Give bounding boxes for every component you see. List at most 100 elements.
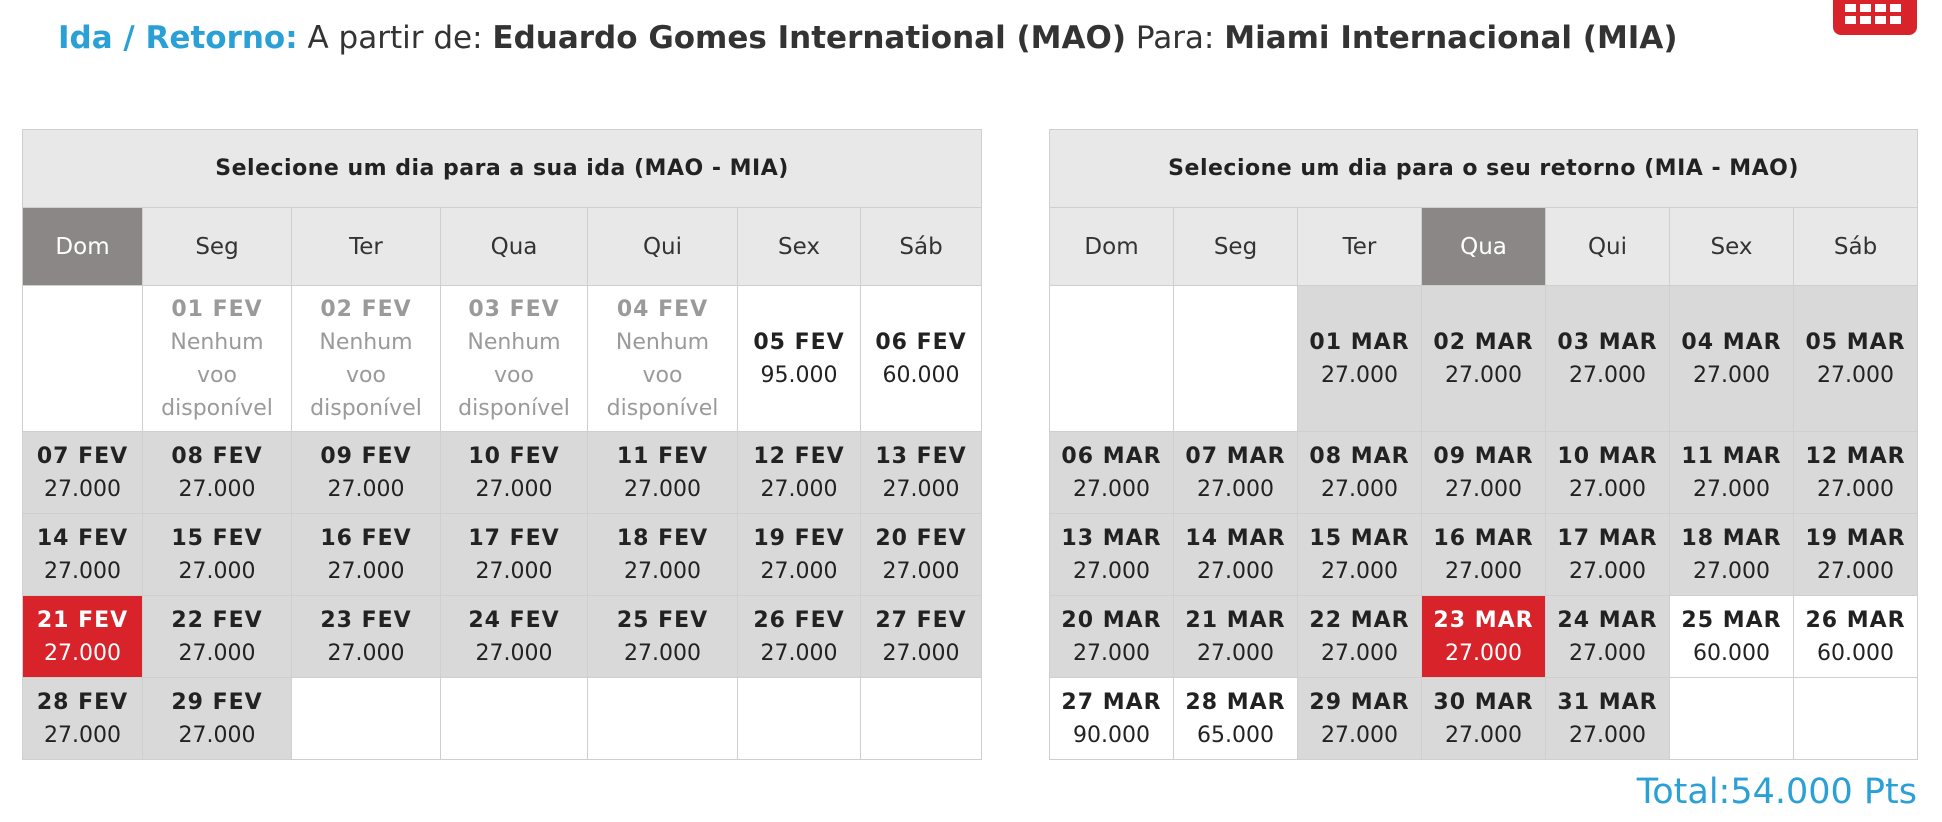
day-cell[interactable]: 08 FEV 27.000 [142, 431, 292, 514]
day-price: 27.000 [1197, 476, 1274, 502]
day-cell: 01 FEV Nenhum voo disponível [142, 285, 292, 432]
day-cell[interactable]: 27 MAR 90.000 [1049, 677, 1174, 760]
day-cell[interactable]: 22 MAR 27.000 [1297, 595, 1422, 678]
day-price: 27.000 [1569, 558, 1646, 584]
day-cell[interactable]: 10 MAR 27.000 [1545, 431, 1670, 514]
day-cell[interactable]: 29 FEV 27.000 [142, 677, 292, 760]
day-price: 27.000 [1445, 722, 1522, 748]
day-cell[interactable]: 29 MAR 27.000 [1297, 677, 1422, 760]
day-cell[interactable]: 16 MAR 27.000 [1421, 513, 1546, 596]
day-cell[interactable]: 12 MAR 27.000 [1792, 431, 1919, 514]
weekday-row: Dom Seg Ter Qua Qui Sex Sáb [22, 207, 983, 286]
day-price: 27.000 [1197, 558, 1274, 584]
day-cell[interactable]: 22 FEV 27.000 [142, 595, 292, 678]
day-date: 09 FEV [320, 443, 412, 469]
day-cell[interactable]: 19 FEV 27.000 [737, 513, 861, 596]
day-date: 29 MAR [1309, 689, 1410, 715]
day-price: 27.000 [1445, 476, 1522, 502]
day-cell[interactable]: 07 FEV 27.000 [22, 431, 143, 514]
day-price: 27.000 [882, 476, 960, 502]
day-cell[interactable]: 23 FEV 27.000 [291, 595, 441, 678]
day-cell[interactable]: 17 FEV 27.000 [440, 513, 588, 596]
day-price: 27.000 [1445, 362, 1522, 388]
day-cell[interactable]: 25 MAR 60.000 [1669, 595, 1794, 678]
empty-day [1173, 285, 1298, 432]
day-cell[interactable]: 09 FEV 27.000 [291, 431, 441, 514]
day-cell[interactable]: 04 MAR 27.000 [1669, 285, 1794, 432]
day-cell[interactable]: 06 FEV 60.000 [859, 285, 983, 432]
day-price: 27.000 [760, 476, 838, 502]
day-cell[interactable]: 08 MAR 27.000 [1297, 431, 1422, 514]
day-cell[interactable]: 18 FEV 27.000 [587, 513, 738, 596]
day-cell[interactable]: 13 FEV 27.000 [859, 431, 983, 514]
day-cell[interactable]: 07 MAR 27.000 [1173, 431, 1298, 514]
day-cell[interactable]: 24 MAR 27.000 [1545, 595, 1670, 678]
day-date: 22 FEV [171, 607, 263, 633]
day-cell[interactable]: 05 MAR 27.000 [1792, 285, 1919, 432]
day-date: 10 FEV [468, 443, 560, 469]
day-cell[interactable]: 31 MAR 27.000 [1545, 677, 1670, 760]
day-cell[interactable]: 14 FEV 27.000 [22, 513, 143, 596]
empty-day [1049, 285, 1174, 432]
day-cell[interactable]: 10 FEV 27.000 [440, 431, 588, 514]
day-cell[interactable]: 02 MAR 27.000 [1421, 285, 1546, 432]
empty-day [587, 677, 738, 760]
day-cell[interactable]: 21 FEV 27.000 [22, 595, 143, 678]
weekday: Dom [22, 207, 143, 286]
day-cell: 03 FEV Nenhum voo disponível [440, 285, 588, 432]
day-cell[interactable]: 26 FEV 27.000 [737, 595, 861, 678]
day-cell[interactable]: 28 MAR 65.000 [1173, 677, 1298, 760]
day-price: 65.000 [1197, 722, 1274, 748]
day-cell[interactable]: 21 MAR 27.000 [1173, 595, 1298, 678]
day-cell[interactable]: 06 MAR 27.000 [1049, 431, 1174, 514]
day-cell[interactable]: 09 MAR 27.000 [1421, 431, 1546, 514]
day-cell[interactable]: 26 MAR 60.000 [1792, 595, 1919, 678]
day-cell[interactable]: 18 MAR 27.000 [1669, 513, 1794, 596]
day-cell[interactable]: 01 MAR 27.000 [1297, 285, 1422, 432]
day-cell[interactable]: 25 FEV 27.000 [587, 595, 738, 678]
day-cell[interactable]: 03 MAR 27.000 [1545, 285, 1670, 432]
day-cell[interactable]: 13 MAR 27.000 [1049, 513, 1174, 596]
day-cell[interactable]: 19 MAR 27.000 [1792, 513, 1919, 596]
day-cell[interactable]: 28 FEV 27.000 [22, 677, 143, 760]
day-date: 14 MAR [1185, 525, 1286, 551]
day-cell[interactable]: 14 MAR 27.000 [1173, 513, 1298, 596]
day-cell[interactable]: 05 FEV 95.000 [737, 285, 861, 432]
day-date: 08 FEV [171, 443, 263, 469]
day-cell: 02 FEV Nenhum voo disponível [291, 285, 441, 432]
day-cell[interactable]: 17 MAR 27.000 [1545, 513, 1670, 596]
route-header: Ida / Retorno: A partir de: Eduardo Gome… [58, 20, 1678, 56]
day-price: 95.000 [760, 362, 838, 388]
day-cell[interactable]: 20 FEV 27.000 [859, 513, 983, 596]
day-cell[interactable]: 11 MAR 27.000 [1669, 431, 1794, 514]
week-row: 01 FEV Nenhum voo disponível 02 FEV Nenhum … [22, 285, 983, 432]
day-date: 17 FEV [468, 525, 560, 551]
day-date: 05 MAR [1805, 329, 1906, 355]
day-cell[interactable]: 20 MAR 27.000 [1049, 595, 1174, 678]
day-cell[interactable]: 24 FEV 27.000 [440, 595, 588, 678]
day-cell[interactable]: 23 MAR 27.000 [1421, 595, 1546, 678]
day-cell[interactable]: 11 FEV 27.000 [587, 431, 738, 514]
day-cell[interactable]: 30 MAR 27.000 [1421, 677, 1546, 760]
day-date: 27 MAR [1061, 689, 1162, 715]
weekday: Qui [587, 207, 738, 286]
day-date: 24 MAR [1557, 607, 1658, 633]
day-cell[interactable]: 27 FEV 27.000 [859, 595, 983, 678]
day-cell[interactable]: 15 FEV 27.000 [142, 513, 292, 596]
empty-day [1792, 677, 1919, 760]
day-date: 15 FEV [171, 525, 263, 551]
calendar-icon[interactable] [1833, 0, 1917, 35]
day-cell[interactable]: 12 FEV 27.000 [737, 431, 861, 514]
week-row: 28 FEV 27.000 29 FEV 27.000 [22, 677, 983, 760]
title-row: Selecione um dia para o seu retorno (MIA… [1048, 129, 1919, 208]
day-date: 03 MAR [1557, 329, 1658, 355]
weekday: Sáb [1792, 207, 1919, 286]
day-price: 27.000 [1569, 722, 1646, 748]
day-cell[interactable]: 16 FEV 27.000 [291, 513, 441, 596]
day-date: 28 FEV [36, 689, 129, 715]
day-price: 27.000 [1445, 640, 1522, 666]
day-date: 12 FEV [753, 443, 845, 469]
day-date: 01 MAR [1309, 329, 1410, 355]
day-cell[interactable]: 15 MAR 27.000 [1297, 513, 1422, 596]
day-date: 18 MAR [1681, 525, 1782, 551]
